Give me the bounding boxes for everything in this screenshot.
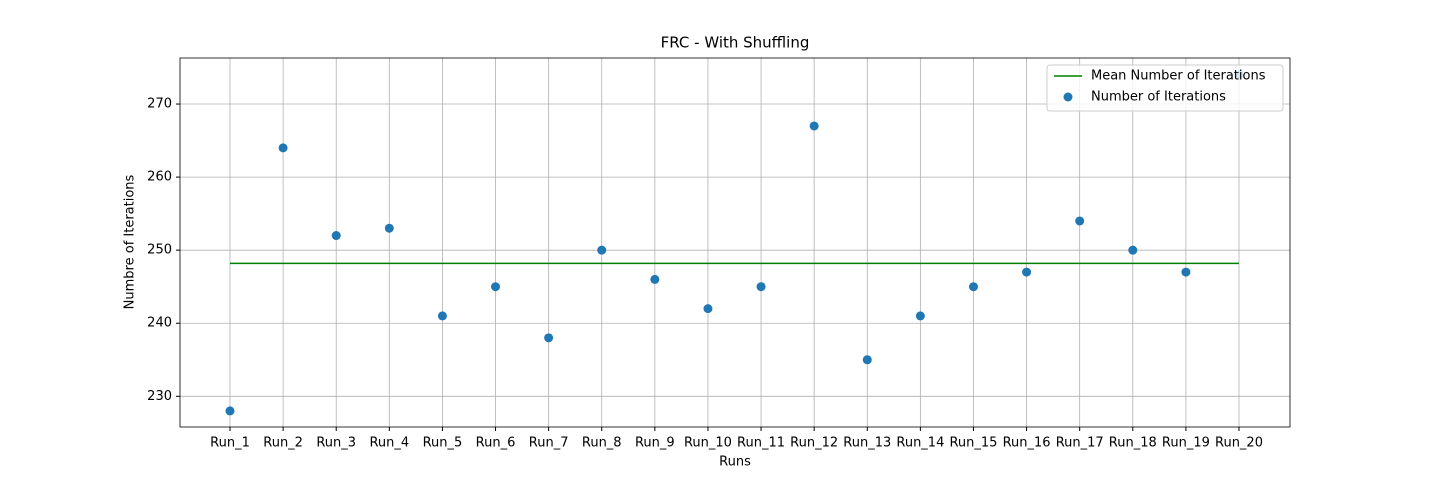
point — [809, 121, 819, 131]
x-tick-label: Run_2 — [263, 436, 303, 451]
x-tick-label: Run_19 — [1162, 436, 1210, 451]
x-tick-label: Run_17 — [1056, 436, 1104, 451]
point — [756, 282, 766, 292]
x-tick-label: Run_15 — [949, 436, 997, 451]
legend-box — [1046, 64, 1284, 112]
y-tick-label: 240 — [147, 316, 172, 331]
point — [331, 231, 341, 241]
point — [650, 274, 660, 284]
point — [703, 304, 713, 314]
y-tick-label: 260 — [147, 170, 172, 185]
plot-frame — [179, 57, 1291, 428]
x-tick-label: Run_16 — [1003, 436, 1051, 451]
point — [225, 406, 235, 416]
point — [278, 143, 288, 153]
x-tick-label: Run_14 — [896, 436, 944, 451]
point — [1075, 216, 1085, 226]
y-tick-label: 270 — [147, 97, 172, 112]
x-tick-label: Run_7 — [529, 436, 569, 451]
x-tick-label: Run_18 — [1109, 436, 1157, 451]
x-tick-label: Run_1 — [210, 436, 250, 451]
point — [544, 333, 554, 343]
x-tick-label: Run_20 — [1215, 436, 1263, 451]
legend-label: Number of Iterations — [1091, 90, 1226, 105]
y-tick-label: 250 — [147, 243, 172, 258]
point — [1128, 245, 1138, 255]
x-tick-label: Run_6 — [476, 436, 516, 451]
point — [915, 311, 925, 321]
legend-label: Mean Number of Iterations — [1091, 69, 1266, 84]
x-tick-label: Run_13 — [843, 436, 891, 451]
x-axis-label: Runs — [719, 455, 751, 470]
point — [597, 245, 607, 255]
point — [491, 282, 501, 292]
x-tick-label: Run_11 — [737, 436, 785, 451]
y-tick-label: 230 — [147, 389, 172, 404]
point — [1181, 267, 1191, 277]
x-tick-label: Run_8 — [582, 436, 622, 451]
legend-marker — [1063, 92, 1073, 102]
point — [437, 311, 447, 321]
point — [1022, 267, 1032, 277]
x-tick-label: Run_12 — [790, 436, 838, 451]
chart-title: FRC - With Shuffling — [661, 34, 810, 52]
point — [968, 282, 978, 292]
point — [384, 223, 394, 233]
x-tick-label: Run_10 — [684, 436, 732, 451]
y-axis-label: Numbre of Iterations — [123, 174, 138, 309]
point — [862, 355, 872, 365]
x-tick-label: Run_5 — [423, 436, 463, 451]
x-tick-label: Run_9 — [635, 436, 675, 451]
x-tick-label: Run_4 — [369, 436, 409, 451]
x-tick-label: Run_3 — [316, 436, 356, 451]
